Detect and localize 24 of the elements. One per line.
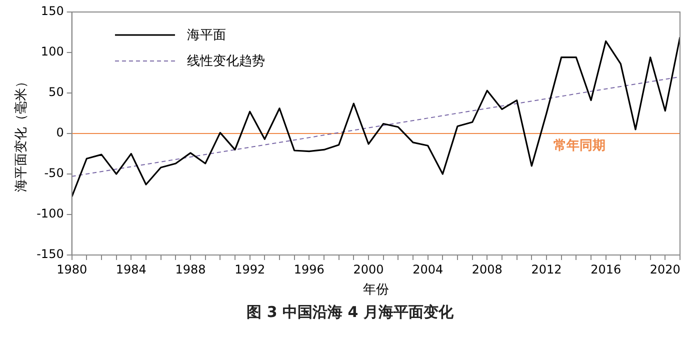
x-tick-label: 2016 <box>590 262 622 276</box>
y-tick-label: -50 <box>44 166 64 180</box>
x-tick-label: 1980 <box>56 262 88 276</box>
x-axis-title: 年份 <box>362 282 389 298</box>
ref-line-label: 常年同期 <box>554 138 606 154</box>
x-tick-label: 1992 <box>234 262 266 276</box>
x-tick-label: 2004 <box>412 262 444 276</box>
x-tick-label: 1996 <box>294 262 324 276</box>
y-tick-label: 50 <box>48 85 64 100</box>
y-axis-title: 海平面变化（毫米） <box>13 75 30 192</box>
text: 图 3 中国沿海 4 月海平面变化 <box>246 303 454 322</box>
y-tick-label: 100 <box>40 44 64 59</box>
y-tick-label: 0 <box>56 126 64 140</box>
x-tick-label: 1988 <box>175 262 206 276</box>
x-tick-label: 1984 <box>116 262 146 276</box>
legend-label: 线性变化趋势 <box>187 53 265 70</box>
y-tick-label: -150 <box>36 247 64 262</box>
y-tick-label: -100 <box>36 206 64 221</box>
x-tick-label: 2000 <box>353 262 384 276</box>
x-tick-label: 2008 <box>472 262 502 276</box>
y-tick-label: 150 <box>40 4 64 18</box>
legend-label: 海平面 <box>187 27 226 44</box>
x-tick-label: 2012 <box>531 262 562 276</box>
x-tick-label: 2020 <box>650 262 680 276</box>
